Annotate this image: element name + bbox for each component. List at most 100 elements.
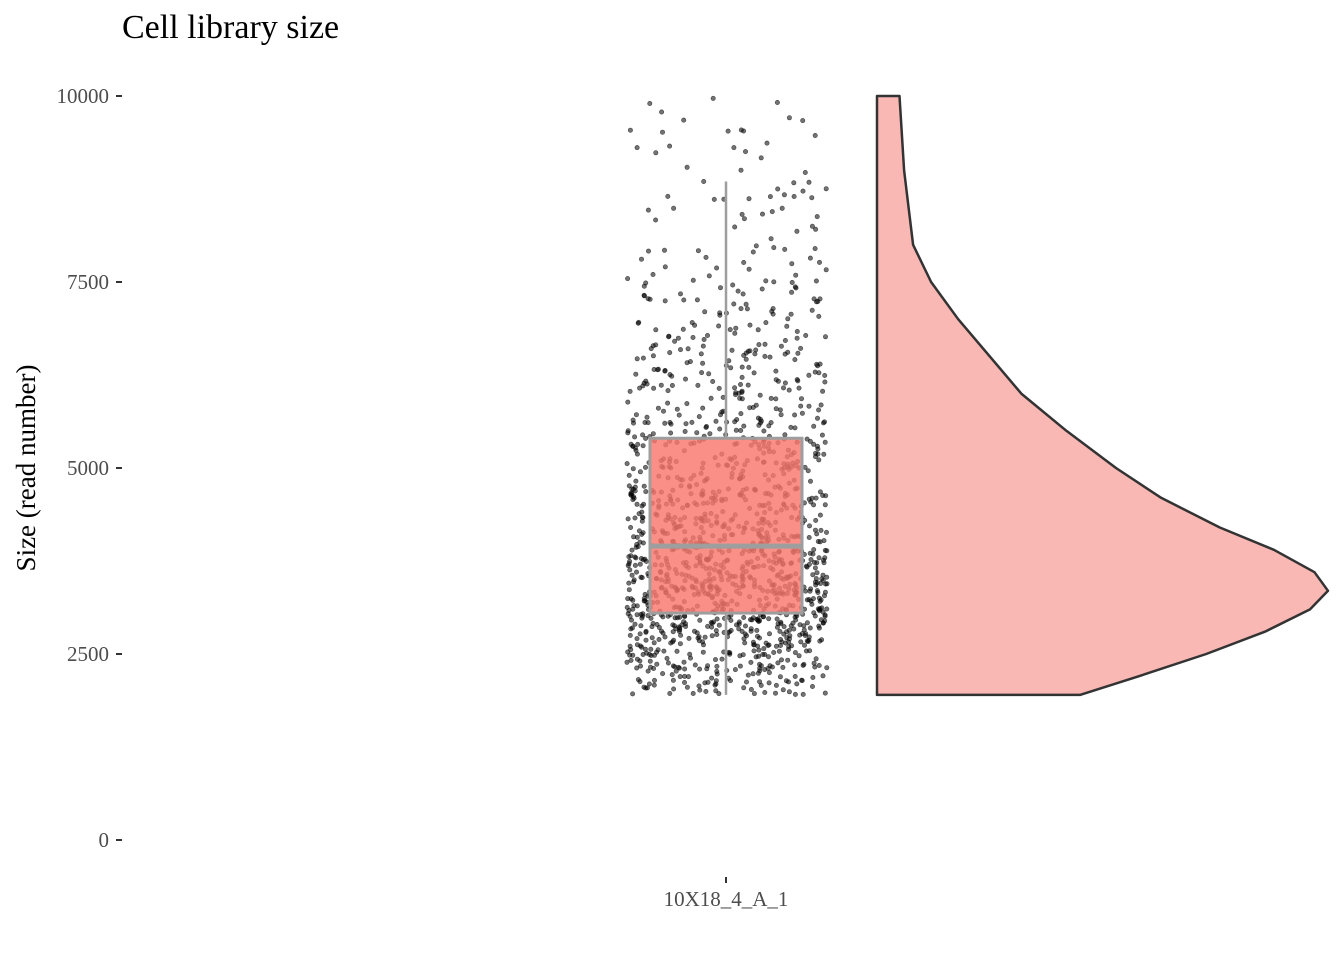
data-point [808,439,812,443]
data-point [633,563,637,567]
data-point [823,503,827,507]
data-point [781,688,785,692]
data-point [790,280,794,284]
data-point [764,320,768,324]
data-point [787,640,791,644]
data-point [740,629,744,633]
data-point [769,396,773,400]
data-point [813,246,817,250]
data-point [652,367,656,371]
data-point [819,403,823,407]
data-point [751,672,755,676]
data-point [797,654,801,658]
data-point [667,144,671,148]
data-point [759,664,763,668]
data-point [630,692,634,696]
data-point [813,580,817,584]
data-point [808,551,812,555]
data-point [666,614,670,618]
data-point [786,680,790,684]
data-point [763,690,767,694]
data-point [769,237,773,241]
data-point [792,413,796,417]
data-point [659,383,663,387]
data-point [683,377,687,381]
data-point [671,206,675,210]
data-point [683,429,687,433]
data-point [739,128,743,132]
data-point [803,633,807,637]
data-point [808,626,812,630]
data-point [639,257,643,261]
data-point [752,649,756,653]
data-point [666,194,670,198]
y-axis: 0 2500 5000 7500 10000 [57,84,123,852]
data-point [638,664,642,668]
data-point [643,598,647,602]
data-point [813,566,817,570]
data-point [644,489,648,493]
data-point [681,327,685,331]
data-point [794,286,798,290]
data-point [710,634,714,638]
data-point [720,657,724,661]
data-point [756,671,760,675]
x-axis: 10X18_4_A_1 [664,877,789,911]
data-point [685,685,689,689]
data-point [743,641,747,645]
data-point [699,352,703,356]
data-point [792,194,796,198]
data-point [794,273,798,277]
data-point [727,359,731,363]
data-point [678,292,682,296]
data-point [663,369,667,373]
data-point [814,279,818,283]
data-point [625,276,629,280]
data-point [651,354,655,358]
data-point [704,689,708,693]
data-point [668,420,672,424]
data-point [634,479,638,483]
data-point [763,354,767,358]
data-point [792,627,796,631]
data-point [717,386,721,390]
data-point [749,687,753,691]
data-point [773,691,777,695]
data-point [678,626,682,630]
data-point [643,592,647,596]
data-point [783,433,787,437]
data-point [749,660,753,664]
data-point [726,129,730,133]
data-point [715,632,719,636]
data-point [798,623,802,627]
data-point [633,516,637,520]
data-point [631,598,635,602]
data-point [779,658,783,662]
data-point [628,633,632,637]
data-point [824,530,828,534]
data-point [817,596,821,600]
data-point [813,451,817,455]
data-point [626,400,630,404]
data-point [763,667,767,671]
data-point [650,636,654,640]
data-point [822,452,826,456]
data-point [769,420,773,424]
data-point [744,351,748,355]
data-point [625,660,629,664]
data-point [823,614,827,618]
data-point [629,554,633,558]
data-point [656,367,660,371]
data-point [742,424,746,428]
data-point [783,247,787,251]
data-point [806,639,810,643]
data-point [736,289,740,293]
data-point [803,170,807,174]
data-point [775,617,779,621]
data-point [743,624,747,628]
data-point [659,110,663,114]
data-point [744,357,748,361]
data-point [641,531,645,535]
data-point [638,679,642,683]
data-point [734,428,738,432]
